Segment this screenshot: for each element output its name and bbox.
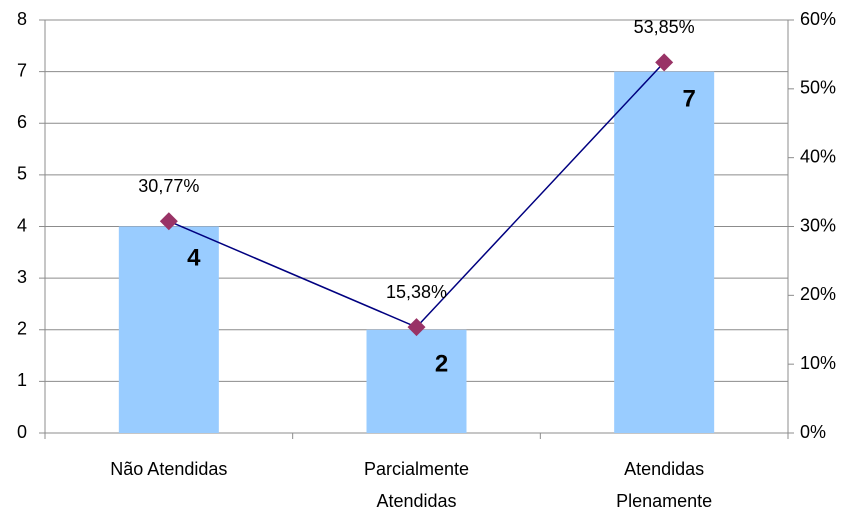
x-tick-label: Não Atendidas [110, 459, 227, 479]
y-tick-label: 3 [17, 267, 27, 287]
marker [655, 53, 674, 72]
y-tick-label: 7 [17, 60, 27, 80]
y2-tick-label: 30% [800, 215, 836, 235]
y-tick-label: 4 [17, 215, 27, 235]
bar-label: 4 [187, 245, 201, 272]
marker [407, 318, 426, 337]
y-tick-label: 6 [17, 112, 27, 132]
y-tick-label: 1 [17, 370, 27, 390]
marker [159, 212, 178, 231]
bar [118, 226, 219, 433]
x-tick-label: Parcialmente Atendidas [364, 459, 469, 511]
bar-label: 7 [682, 86, 695, 113]
y2-tick-label: 10% [800, 353, 836, 373]
bar [614, 71, 715, 433]
y-tick-label: 8 [17, 9, 27, 29]
y2-tick-label: 60% [800, 9, 836, 29]
y2-tick-label: 50% [800, 78, 836, 98]
y-tick-label: 0 [17, 422, 27, 442]
y-tick-label: 5 [17, 164, 27, 184]
data-label: 30,77% [138, 176, 199, 196]
data-label: 53,85% [634, 17, 695, 37]
y2-tick-label: 0% [800, 422, 826, 442]
y2-tick-label: 20% [800, 284, 836, 304]
bar-label: 2 [435, 350, 448, 377]
y-tick-label: 2 [17, 319, 27, 339]
bar [366, 329, 467, 433]
x-tick-label: Atendidas Plenamente [616, 459, 712, 511]
data-label: 15,38% [386, 282, 447, 302]
y2-tick-label: 40% [800, 146, 836, 166]
